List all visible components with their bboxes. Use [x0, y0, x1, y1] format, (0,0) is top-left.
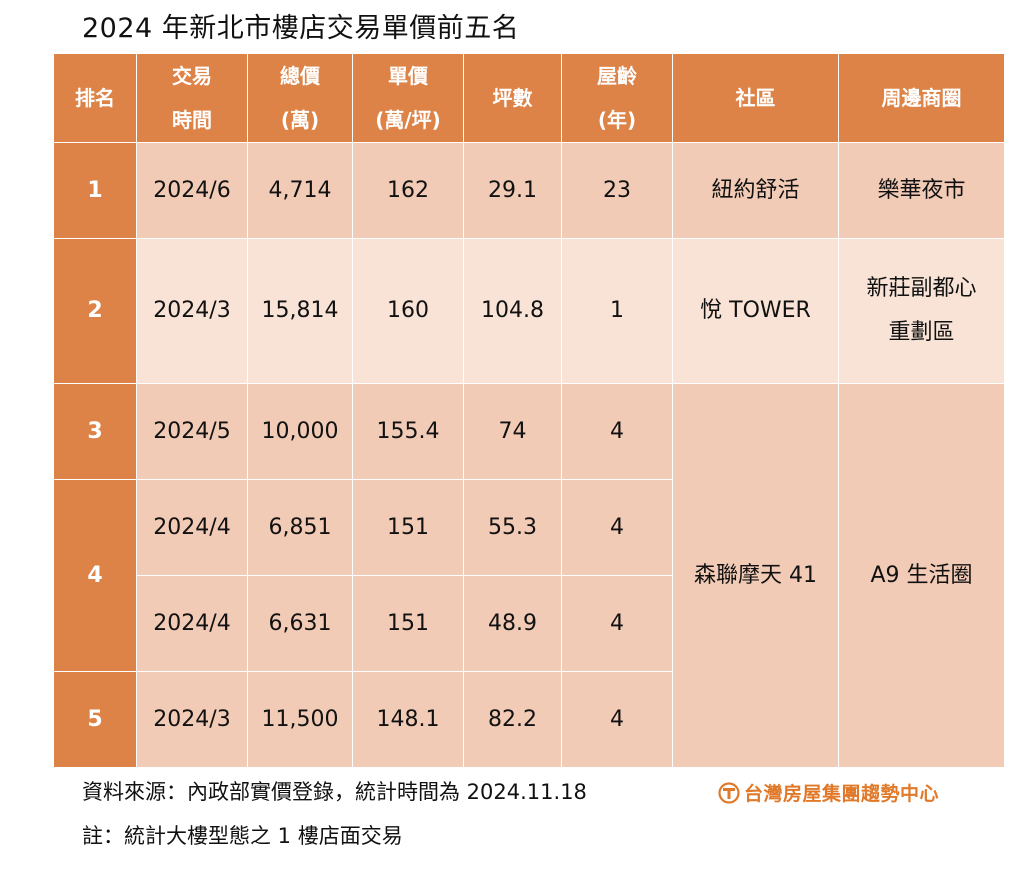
- table-row: 1 2024/6 4,714 162 29.1 23 紐約舒活 樂華夜市: [53, 142, 1005, 239]
- table-row: 2024/4 6,631 151 48.9 4: [54, 575, 1005, 672]
- source-note: 資料來源：內政部實價登錄，統計時間為 2024.11.18: [82, 780, 587, 804]
- rank-cell: 5: [53, 671, 137, 768]
- table-row: 5 2024/3 11,500 148.1 82.2 4: [53, 671, 1005, 768]
- page-title: 2024 年新北市樓店交易單價前五名: [82, 13, 520, 44]
- unit-price-cell: 160: [352, 238, 464, 384]
- age-cell: 4: [561, 479, 673, 576]
- ping-cell: 55.3: [463, 479, 562, 576]
- age-cell: 4: [561, 575, 673, 672]
- table-row: 4 2024/4 6,851 151 55.3 4: [53, 479, 1005, 672]
- header-total-price: 總價 (萬): [247, 53, 353, 143]
- community-merged-cell: 森聯摩天 41: [672, 383, 839, 768]
- rank-cell: 3: [53, 383, 137, 480]
- total-price-cell: 11,500: [247, 671, 353, 768]
- date-cell: 2024/3: [136, 671, 248, 768]
- unit-price-cell: 148.1: [352, 671, 464, 768]
- age-cell: 4: [561, 671, 673, 768]
- business-area-cell: 樂華夜市: [838, 142, 1005, 239]
- date-cell: 2024/4: [136, 575, 248, 672]
- date-cell: 2024/3: [136, 238, 248, 384]
- header-row: 排名 交易 時間 總價 (萬) 單價 (萬/坪) 坪數 屋齡 (年) 社區 周邊商圈: [53, 53, 1005, 143]
- ping-cell: 82.2: [463, 671, 562, 768]
- table-row: 2 2024/3 15,814 160 104.8 1 悅 TOWER 新莊副都…: [53, 238, 1005, 384]
- header-ping: 坪數: [463, 53, 562, 143]
- header-business-area: 周邊商圈: [838, 53, 1005, 143]
- total-price-cell: 6,631: [247, 575, 353, 672]
- brand-logo: 台灣房屋集團趨勢中心: [718, 779, 939, 806]
- header-community: 社區: [672, 53, 839, 143]
- total-price-cell: 15,814: [247, 238, 353, 384]
- age-cell: 1: [561, 238, 673, 384]
- total-price-cell: 10,000: [247, 383, 353, 480]
- community-cell: 紐約舒活: [672, 142, 839, 239]
- ping-cell: 104.8: [463, 238, 562, 384]
- ping-cell: 48.9: [463, 575, 562, 672]
- total-price-cell: 4,714: [247, 142, 353, 239]
- date-cell: 2024/4: [136, 479, 248, 576]
- header-date: 交易 時間: [136, 53, 248, 143]
- header-unit-price: 單價 (萬/坪): [352, 53, 464, 143]
- ping-cell: 74: [463, 383, 562, 480]
- header-age: 屋齡 (年): [561, 53, 673, 143]
- unit-price-cell: 162: [352, 142, 464, 239]
- total-price-cell: 6,851: [247, 479, 353, 576]
- table-row: 3 2024/5 10,000 155.4 74 4 森聯摩天 41 A9 生活…: [53, 383, 1005, 768]
- community-cell: 悅 TOWER: [672, 238, 839, 384]
- ranking-table: 排名 交易 時間 總價 (萬) 單價 (萬/坪) 坪數 屋齡 (年) 社區 周邊商圈 1…: [53, 53, 1005, 768]
- unit-price-cell: 151: [352, 575, 464, 672]
- brand-name: 台灣房屋集團趨勢中心: [744, 783, 940, 805]
- age-cell: 4: [561, 383, 673, 480]
- ping-cell: 29.1: [463, 142, 562, 239]
- unit-price-cell: 155.4: [352, 383, 464, 480]
- date-cell: 2024/5: [136, 383, 248, 480]
- rank-cell: 4: [53, 479, 137, 672]
- taiwan-realty-logo-icon: [718, 781, 740, 804]
- footnote: 註：統計大樓型態之 1 樓店面交易: [82, 824, 403, 848]
- unit-price-cell: 151: [352, 479, 464, 576]
- rank-cell: 2: [53, 238, 137, 384]
- business-area-cell: 新莊副都心 重劃區: [838, 238, 1005, 384]
- rank-cell: 1: [53, 142, 137, 239]
- header-rank: 排名: [53, 53, 137, 143]
- date-cell: 2024/6: [136, 142, 248, 239]
- age-cell: 23: [561, 142, 673, 239]
- business-area-merged-cell: A9 生活圈: [838, 383, 1005, 768]
